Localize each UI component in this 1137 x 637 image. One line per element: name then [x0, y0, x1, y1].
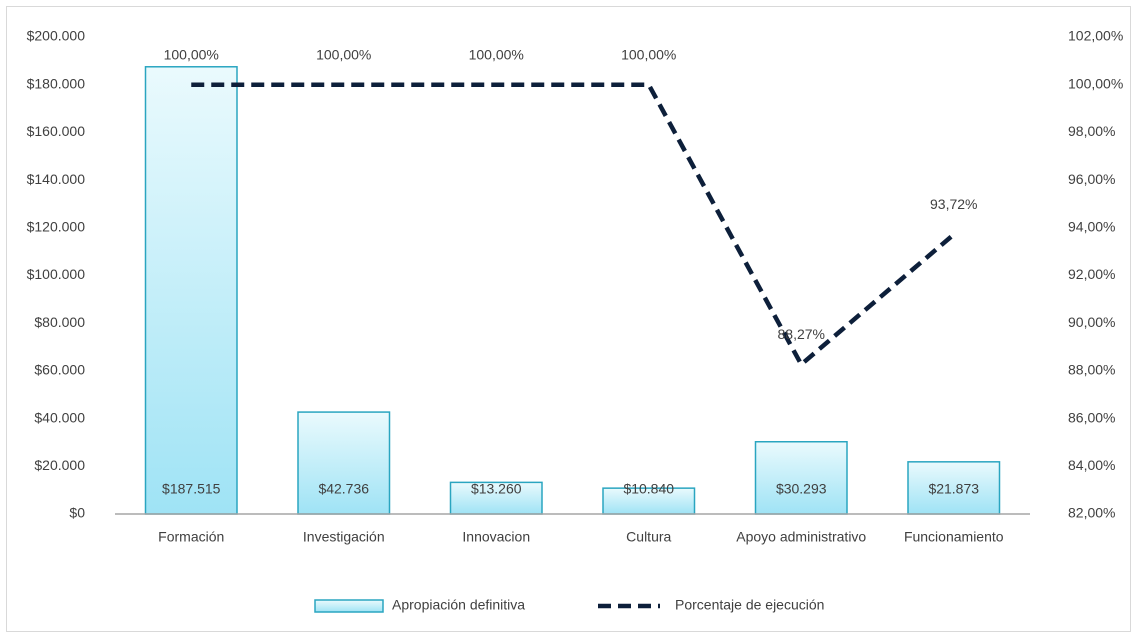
line-value-label: 100,00%: [469, 46, 524, 62]
y2-tick-label: 100,00%: [1068, 75, 1123, 91]
legend-swatch: [314, 599, 384, 613]
bar: [297, 411, 391, 515]
bar: [754, 441, 848, 515]
y2-tick-label: 82,00%: [1068, 505, 1115, 521]
line-value-label: 100,00%: [164, 46, 219, 62]
x-tick-label: Formación: [158, 529, 224, 545]
bar-value-label: $10.840: [623, 481, 674, 497]
y2-tick-label: 102,00%: [1068, 28, 1123, 44]
y2-tick-label: 90,00%: [1068, 314, 1115, 330]
y-tick-label: $100.000: [27, 266, 86, 282]
legend-label: Porcentaje de ejecución: [675, 597, 824, 613]
x-tick-label: Innovacion: [462, 529, 530, 545]
y-tick-label: $80.000: [34, 314, 85, 330]
y-tick-label: $200.000: [27, 28, 86, 44]
y-tick-label: $160.000: [27, 123, 86, 139]
y-tick-label: $180.000: [27, 75, 86, 91]
bar-value-label: $187.515: [162, 481, 221, 497]
x-tick-label: Funcionamiento: [904, 529, 1004, 545]
y-tick-label: $40.000: [34, 409, 85, 425]
y2-tick-label: 92,00%: [1068, 266, 1115, 282]
y-tick-label: $60.000: [34, 362, 85, 378]
bar-value-label: $42.736: [318, 481, 369, 497]
y-tick-label: $20.000: [34, 457, 85, 473]
x-tick-label: Investigación: [303, 529, 385, 545]
bar-value-label: $30.293: [776, 481, 827, 497]
line-value-label: 100,00%: [621, 46, 676, 62]
y-tick-label: $140.000: [27, 171, 86, 187]
line-value-label: 100,00%: [316, 46, 371, 62]
bar-value-label: $21.873: [928, 481, 979, 497]
legend-label: Apropiación definitiva: [392, 597, 525, 613]
line-value-label: 88,27%: [778, 326, 825, 342]
bar-value-label: $13.260: [471, 481, 522, 497]
x-tick-label: Apoyo administrativo: [736, 529, 866, 545]
y2-tick-label: 94,00%: [1068, 219, 1115, 235]
line-series: [191, 82, 956, 368]
y2-tick-label: 96,00%: [1068, 171, 1115, 187]
bar: [449, 481, 543, 515]
y2-tick-label: 84,00%: [1068, 457, 1115, 473]
y2-tick-label: 86,00%: [1068, 409, 1115, 425]
bar: [907, 461, 1001, 515]
y2-tick-label: 88,00%: [1068, 362, 1115, 378]
line-value-label: 93,72%: [930, 196, 977, 212]
x-tick-label: Cultura: [626, 529, 671, 545]
y-tick-label: $120.000: [27, 219, 86, 235]
bar: [144, 66, 238, 515]
y-tick-label: $0: [69, 505, 85, 521]
y2-tick-label: 98,00%: [1068, 123, 1115, 139]
